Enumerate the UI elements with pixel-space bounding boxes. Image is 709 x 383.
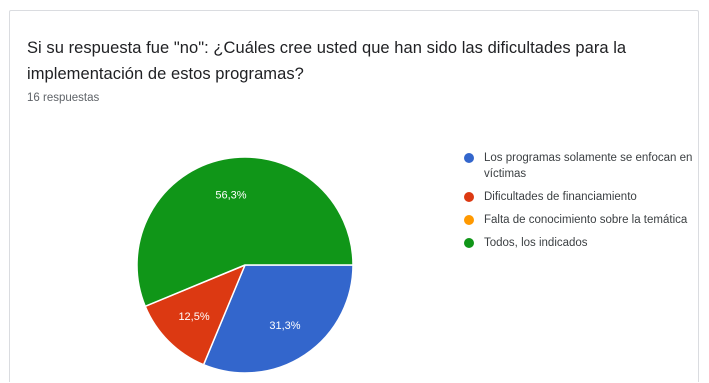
chart-legend: Los programas solamente se enfocan en ví…	[458, 150, 703, 258]
pie-slice-0[interactable]	[202, 264, 354, 374]
pie-slice-1[interactable]	[144, 263, 247, 366]
legend-color-dot	[464, 238, 474, 248]
legend-item-todos[interactable]: Todos, los indicados	[458, 235, 703, 251]
slice-value-label: 12,5%	[178, 311, 209, 323]
legend-label: Todos, los indicados	[484, 237, 588, 249]
pie-slice-3[interactable]	[136, 156, 354, 308]
response-card	[9, 10, 699, 382]
response-count: 16 respuestas	[27, 92, 100, 104]
question-title: Si su respuesta fue "no": ¿Cuáles cree u…	[27, 39, 627, 83]
legend-item-victimas[interactable]: Los programas solamente se enfocan en ví…	[458, 150, 703, 182]
legend-color-dot	[464, 215, 474, 225]
legend-label: Falta de conocimiento sobre la temática	[484, 214, 688, 226]
legend-item-financiamiento[interactable]: Dificultades de financiamiento	[458, 189, 703, 205]
slice-value-label: 31,3%	[269, 320, 300, 332]
slice-value-label: 56,3%	[215, 189, 246, 201]
legend-color-dot	[464, 192, 474, 202]
legend-item-conocimiento[interactable]: Falta de conocimiento sobre la temática	[458, 212, 703, 228]
legend-label: Los programas solamente se enfocan en ví…	[484, 152, 693, 180]
legend-color-dot	[464, 153, 474, 163]
legend-label: Dificultades de financiamiento	[484, 191, 637, 203]
